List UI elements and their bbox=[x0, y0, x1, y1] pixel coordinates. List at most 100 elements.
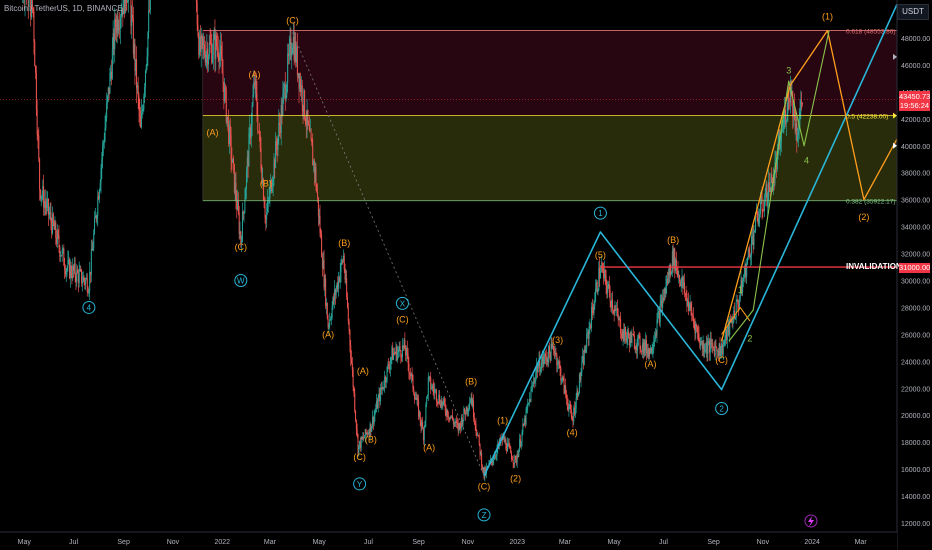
candle-body bbox=[296, 46, 298, 76]
candle-body bbox=[435, 390, 437, 401]
candle-body bbox=[99, 183, 101, 191]
candle-body bbox=[113, 33, 115, 49]
time-tick-label: Nov bbox=[462, 539, 475, 546]
candle-body bbox=[554, 353, 556, 354]
candle-body bbox=[606, 285, 608, 293]
candle-body bbox=[458, 423, 460, 431]
candle-body bbox=[424, 421, 426, 427]
candle-body bbox=[780, 129, 782, 142]
candle-body bbox=[561, 380, 563, 382]
candle-body bbox=[786, 112, 788, 120]
candle-body bbox=[416, 398, 418, 400]
wave-label: (C) bbox=[235, 242, 248, 252]
candle-body bbox=[401, 356, 403, 358]
candle-body bbox=[146, 56, 148, 66]
axis-marker bbox=[893, 112, 897, 119]
candle-body bbox=[750, 255, 752, 258]
candle-body bbox=[43, 200, 45, 208]
candle-body bbox=[45, 204, 47, 208]
candle-body bbox=[52, 214, 54, 224]
candle-body bbox=[127, 0, 129, 3]
candle-body bbox=[570, 404, 572, 410]
wave-label: (1) bbox=[822, 11, 833, 21]
candle-body bbox=[616, 308, 618, 315]
candle-body bbox=[729, 318, 731, 335]
candle-body bbox=[793, 101, 795, 120]
candle-body bbox=[50, 212, 52, 222]
candle-body bbox=[691, 308, 693, 316]
candle-body bbox=[378, 393, 380, 399]
candle-body bbox=[400, 350, 402, 357]
candle-body bbox=[108, 87, 110, 94]
candle-body bbox=[115, 27, 117, 33]
candle-body bbox=[761, 196, 763, 211]
candle-body bbox=[336, 282, 338, 289]
candle-body bbox=[591, 307, 593, 328]
candle-body bbox=[47, 199, 49, 215]
candle-body bbox=[279, 125, 281, 133]
candle-body bbox=[666, 279, 668, 284]
candle-body bbox=[389, 367, 391, 369]
candle-body bbox=[503, 436, 505, 442]
wave-line bbox=[728, 30, 830, 342]
candle-body bbox=[685, 293, 687, 295]
candle-body bbox=[418, 401, 420, 417]
candle-body bbox=[207, 56, 209, 65]
candle-body bbox=[81, 281, 83, 284]
candle-body bbox=[339, 272, 341, 282]
candle-body bbox=[281, 105, 283, 116]
candle-body bbox=[118, 28, 120, 31]
candle-body bbox=[565, 394, 567, 398]
currency-unit-button[interactable]: USDT bbox=[897, 4, 929, 20]
candle-body bbox=[649, 348, 651, 354]
candle-body bbox=[709, 340, 711, 353]
candle-body bbox=[325, 302, 327, 307]
candle-body bbox=[725, 329, 727, 340]
candle-body bbox=[206, 48, 208, 54]
symbol-title[interactable]: Bitcoin / TetherUS, 1D, BINANCE bbox=[4, 4, 123, 13]
candle-body bbox=[431, 388, 433, 390]
candle-body bbox=[732, 322, 734, 323]
candle-body bbox=[658, 311, 660, 314]
candle-body bbox=[602, 267, 604, 269]
candle-body bbox=[553, 350, 555, 354]
candle-body bbox=[462, 419, 464, 426]
candle-body bbox=[603, 267, 605, 279]
candle-body bbox=[376, 400, 378, 410]
candle-body bbox=[348, 321, 350, 331]
candle-body bbox=[359, 441, 361, 446]
candle-body bbox=[259, 131, 261, 149]
candle-body bbox=[121, 7, 123, 16]
lightning-icon[interactable] bbox=[804, 514, 818, 528]
candle-body bbox=[321, 257, 323, 269]
candle-body bbox=[734, 317, 736, 319]
candle-body bbox=[210, 43, 212, 45]
candle-body bbox=[147, 32, 149, 57]
candle-body bbox=[528, 402, 530, 404]
candle-body bbox=[783, 117, 785, 129]
candle-body bbox=[588, 326, 590, 339]
candle-body bbox=[449, 416, 451, 420]
candle-body bbox=[731, 320, 733, 323]
candle-body bbox=[213, 34, 215, 40]
candle-body bbox=[216, 46, 218, 48]
candle-body bbox=[106, 96, 108, 103]
candle-body bbox=[384, 376, 386, 387]
candle-body bbox=[469, 401, 471, 404]
candle-body bbox=[614, 309, 616, 314]
candle-body bbox=[149, 10, 150, 12]
candle-body bbox=[692, 315, 694, 317]
wave-circle bbox=[715, 401, 729, 415]
wave-circle bbox=[593, 206, 607, 220]
candle-body bbox=[78, 271, 80, 284]
fib-label: 0.618 (48553.86) bbox=[846, 29, 896, 36]
candle-body bbox=[574, 408, 576, 415]
candle-body bbox=[262, 179, 264, 200]
candle-body bbox=[521, 431, 523, 442]
candle-body bbox=[379, 393, 381, 402]
candle-body bbox=[742, 280, 744, 293]
candle-body bbox=[39, 189, 41, 199]
candle-body bbox=[248, 133, 250, 167]
candle-body bbox=[396, 347, 398, 360]
